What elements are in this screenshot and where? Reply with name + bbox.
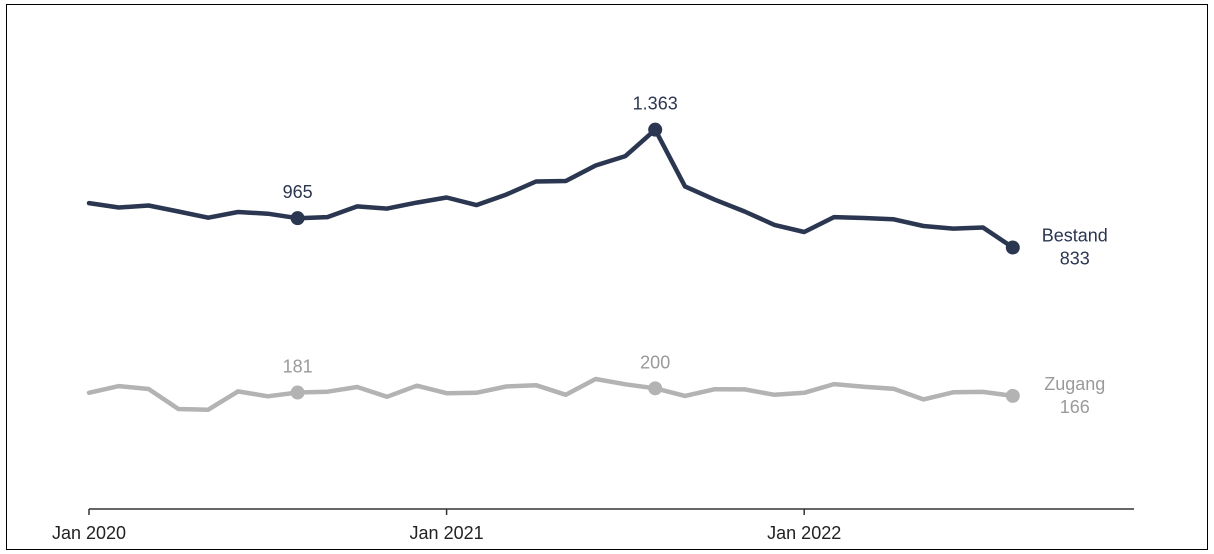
x-tick-label: Jan 2021 <box>410 523 484 543</box>
chart-frame: Jan 2020 Jan 2021 Jan 2022 965 1.363 Bestand… <box>6 4 1208 550</box>
point-marker <box>648 122 663 137</box>
series-lines <box>86 127 1016 412</box>
data-label: 200 <box>640 352 670 372</box>
data-label: 1.363 <box>633 94 678 114</box>
data-label: 965 <box>283 182 313 202</box>
data-labels: 965 1.363 Bestand 833 181 200 Zugang 166 <box>283 94 1108 417</box>
x-tick-label: Jan 2022 <box>767 523 841 543</box>
point-marker <box>1005 240 1020 255</box>
series-end-label-value: 166 <box>1060 397 1090 417</box>
series-end-label-name: Zugang <box>1044 374 1105 394</box>
x-tick-label: Jan 2020 <box>52 523 126 543</box>
point-marker <box>648 381 663 396</box>
data-label: 181 <box>283 357 313 377</box>
series-line-zugang <box>86 376 1016 412</box>
line-chart: Jan 2020 Jan 2021 Jan 2022 965 1.363 Bestand… <box>52 94 1134 543</box>
x-axis: Jan 2020 Jan 2021 Jan 2022 <box>52 508 1134 543</box>
series-end-label-name: Bestand <box>1042 226 1108 246</box>
series-end-label-value: 833 <box>1060 249 1090 269</box>
series-markers <box>290 122 1020 403</box>
point-marker <box>290 385 305 400</box>
series-line-bestand <box>86 127 1016 250</box>
point-marker <box>290 211 305 226</box>
point-marker <box>1005 388 1020 403</box>
